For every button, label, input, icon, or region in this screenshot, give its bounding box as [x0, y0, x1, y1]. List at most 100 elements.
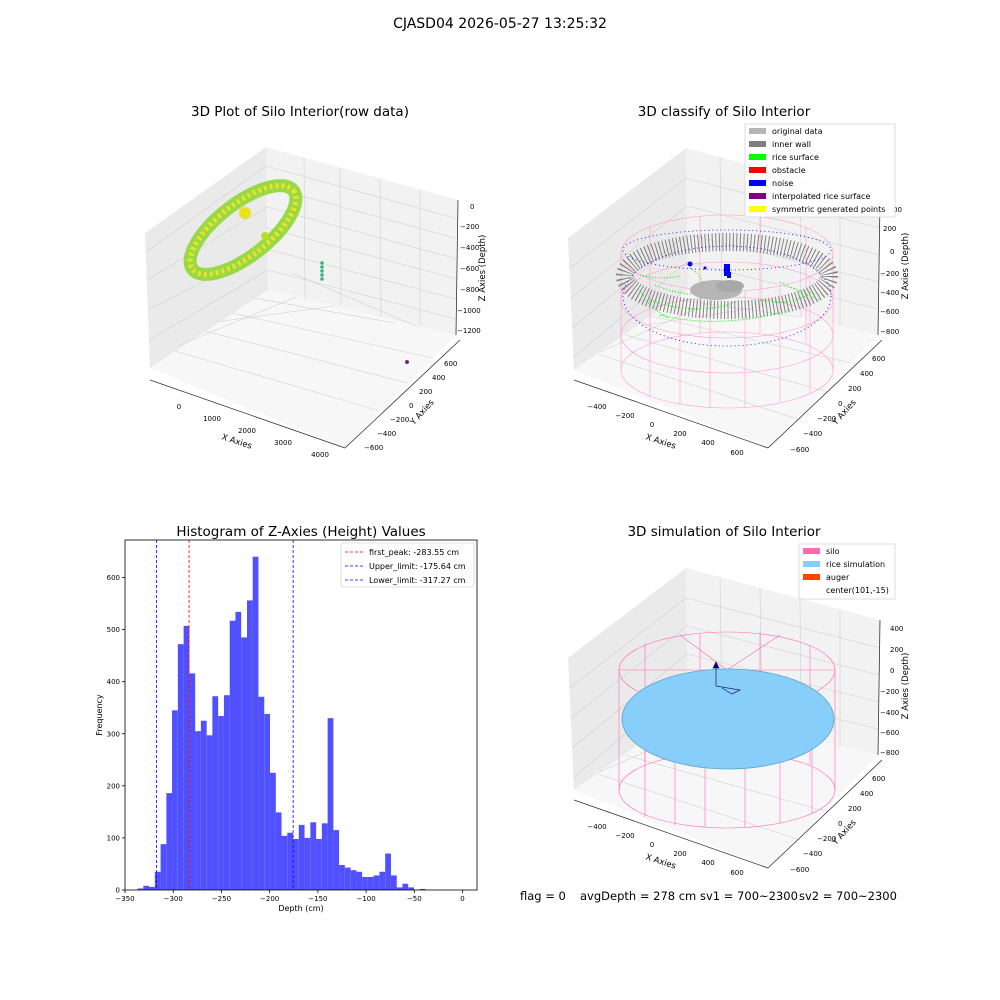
legend-label-upper-limit: Upper_limit: -175.64 cm: [369, 562, 466, 571]
panel4-x-tick: 400: [701, 859, 714, 867]
legend-swatch-rice-simulation: [803, 561, 820, 567]
panel4-3d-simulation: −400 −200 0 200 400 600 600 400 200 0 −2…: [568, 543, 911, 877]
histogram-plot-frame: [124, 539, 478, 891]
panel2-original-data-cluster: [690, 280, 744, 300]
histogram-chart: −350 −300 −250 −200 −150 −100 −50 0 0 100 200 300 4…: [95, 539, 478, 913]
panel2-y-tick: −400: [803, 430, 822, 438]
histogram-bar: [258, 696, 265, 890]
panel1-x-label: X Axies: [220, 432, 253, 451]
panel1-z-label: Z Axies (Depth): [478, 235, 488, 302]
histogram-title: Histogram of Z-Axies (Height) Values: [176, 524, 426, 540]
histogram-bar: [339, 865, 345, 890]
panel4-y-label: Y Axies: [830, 817, 859, 848]
panel1-axes: [149, 199, 461, 449]
histogram-bar: [367, 876, 374, 890]
panel2-z-tick: 00: [893, 206, 902, 214]
panel2-noise-outline: [622, 245, 832, 347]
legend-swatch-obstacle: [749, 167, 766, 173]
histogram-legend: first_peak: -283.55 cm Upper_limit: -175…: [340, 542, 475, 588]
histogram-bar: [327, 718, 334, 890]
panel1-x-tick: 0: [177, 403, 181, 411]
panel1-y-tick: 0: [409, 402, 413, 410]
panel4-legend: silo rice simulation auger center(101,-1…: [798, 543, 896, 600]
histogram-bar: [212, 696, 219, 890]
panel4-y-tick: 600: [872, 775, 885, 783]
histogram-bar: [275, 812, 282, 890]
histogram-x-tick-label: −150: [308, 895, 327, 903]
panel4-z-label: Z Axies (Depth): [901, 653, 911, 720]
histogram-bar: [154, 871, 161, 890]
histogram-y-tick-label: 400: [107, 678, 120, 686]
histogram-bar: [356, 871, 363, 890]
histogram-bar: [241, 637, 247, 890]
figure-title: CJASD04 2026-05-27 13:25:32: [393, 16, 607, 32]
panel1-outlier-point: [320, 265, 324, 269]
panel2-y-label: Y Axies: [830, 397, 859, 428]
panel1-y-tick: 600: [444, 360, 457, 368]
histogram-bar: [252, 556, 259, 890]
panel2-z-tick: −600: [880, 308, 899, 316]
histogram-bar: [333, 830, 340, 890]
histogram-y-tick-label: 600: [107, 574, 120, 582]
panel4-x-tick: −200: [615, 832, 634, 840]
panel1-3d-scatter: 0 1000 2000 3000 4000 600 400 200 0 −200…: [145, 147, 488, 459]
panel4-axes: [573, 619, 883, 869]
histogram-y-tick-label: 300: [107, 730, 120, 738]
histogram-bar: [149, 886, 155, 890]
panel2-z-tick: −800: [880, 328, 899, 336]
histogram-bar: [350, 870, 357, 890]
panel2-noise-cluster: [687, 261, 731, 278]
histogram-bar: [183, 625, 190, 890]
histogram-bar: [316, 838, 322, 890]
panel1-grid: [145, 157, 459, 412]
histogram-y-tick-label: 500: [107, 626, 120, 634]
panel4-x-tick: 200: [673, 850, 686, 858]
histogram-bar: [229, 620, 236, 890]
panel2-axes: [573, 199, 883, 449]
panel4-z-tick: −400: [880, 709, 899, 717]
histogram-bar: [177, 644, 184, 890]
histogram-bar: [304, 837, 311, 890]
panel4-title: 3D simulation of Silo Interior: [627, 524, 821, 540]
panel2-inner-wall-points: [616, 233, 838, 319]
histogram-bar: [235, 611, 242, 890]
panel1-z-tick: −600: [460, 265, 479, 273]
histogram-bar: [218, 716, 224, 890]
panel4-back-pane-left: [568, 568, 688, 790]
panel2-y-tick: 600: [872, 355, 885, 363]
legend-swatch-inner-wall: [749, 141, 766, 147]
histogram-bar: [281, 835, 288, 890]
avg-depth-text: avgDepth = 278 cm: [580, 889, 697, 903]
legend-swatch-noise: [749, 180, 766, 186]
histogram-bar: [137, 888, 144, 890]
legend-swatch-silo: [803, 548, 820, 554]
panel4-z-tick: −200: [880, 688, 899, 696]
histogram-bar: [419, 888, 426, 890]
histogram-bar: [408, 887, 414, 890]
legend-label-silo: silo: [826, 547, 840, 556]
panel2-y-tick: −200: [817, 415, 836, 423]
histogram-bar: [396, 887, 403, 890]
panel1-floor-pane: [150, 290, 456, 448]
legend-swatch-original-data: [749, 128, 766, 134]
histogram-x-tick-label: −250: [212, 895, 231, 903]
panel1-z-tick: −1000: [457, 307, 481, 315]
panel1-x-tick: 4000: [311, 451, 329, 459]
panel1-x-tick: 2000: [238, 427, 256, 435]
histogram-bar: [160, 844, 167, 890]
panel2-z-tick: 200: [883, 225, 896, 233]
histogram-bar: [390, 875, 397, 890]
panel2-x-tick: 200: [673, 430, 686, 438]
panel2-x-tick: 600: [730, 449, 743, 457]
panel2-x-tick: 0: [650, 421, 654, 429]
legend-label-rice-simulation: rice simulation: [826, 560, 885, 569]
histogram-bar: [143, 885, 150, 890]
histogram-bar: [344, 867, 351, 890]
panel1-z-tick: −200: [460, 223, 479, 231]
panel1-y-tick: −600: [364, 444, 383, 452]
panel4-z-tick: 400: [890, 625, 903, 633]
panel4-x-tick: 0: [650, 841, 654, 849]
panel2-back-pane-left: [568, 148, 688, 370]
panel1-outlier-point: [320, 269, 324, 273]
panel1-x-tick: 1000: [203, 415, 221, 423]
